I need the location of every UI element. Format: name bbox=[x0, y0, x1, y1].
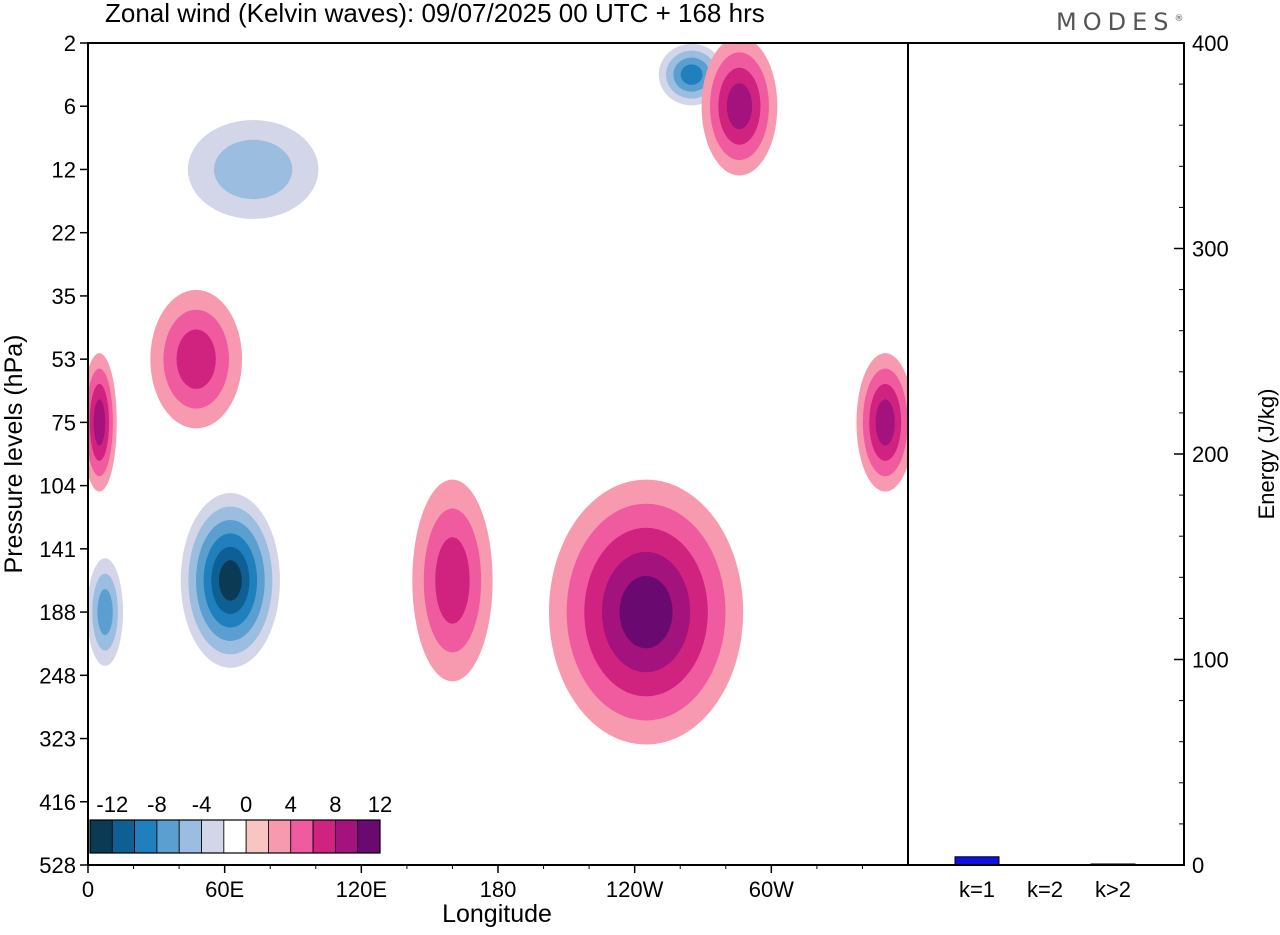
colorbar-swatch bbox=[245, 819, 269, 854]
colorbar: -12 -8 -4 0 4 8 12 bbox=[89, 792, 392, 854]
energy-category-label: k=2 bbox=[1027, 877, 1063, 902]
wind-anomaly-positive-5 bbox=[548, 479, 744, 745]
y-tick-label: 248 bbox=[39, 663, 76, 688]
energy-bar-1 bbox=[954, 856, 1000, 866]
colorbar-swatch bbox=[290, 819, 314, 854]
logo-text: MODES bbox=[1056, 8, 1175, 36]
energy-tick-label: 0 bbox=[1192, 853, 1204, 878]
energy-axis: 0 100 200 300 400 bbox=[1174, 31, 1229, 878]
energy-tick-label: 200 bbox=[1192, 442, 1229, 467]
y-tick-label: 104 bbox=[39, 474, 76, 499]
y-tick-label: 6 bbox=[64, 94, 76, 119]
y-tick-label: 53 bbox=[52, 347, 76, 372]
y-tick-label: 35 bbox=[52, 284, 76, 309]
contour-band bbox=[726, 83, 753, 130]
x-tick-label: 60E bbox=[205, 877, 244, 902]
x-tick-label: 60W bbox=[749, 877, 794, 902]
colorbar-label: -4 bbox=[192, 792, 212, 817]
contour-band bbox=[213, 139, 293, 200]
x-axis-title: Longitude bbox=[442, 900, 552, 928]
colorbar-swatch bbox=[89, 819, 113, 854]
y-tick-label: 75 bbox=[52, 410, 76, 435]
colorbar-label: 4 bbox=[285, 792, 297, 817]
contour-band bbox=[93, 399, 106, 446]
contour-band bbox=[680, 64, 703, 85]
colorbar-swatch bbox=[156, 819, 180, 854]
energy-category-label: k>2 bbox=[1095, 877, 1131, 902]
wind-anomaly-negative-2 bbox=[88, 542, 129, 682]
energy-tick-label: 400 bbox=[1192, 31, 1229, 56]
colorbar-swatch bbox=[334, 819, 359, 854]
colorbar-label: -8 bbox=[147, 792, 167, 817]
energy-tick-label: 100 bbox=[1192, 648, 1229, 673]
contour-band bbox=[97, 589, 113, 636]
y-tick-label: 188 bbox=[39, 600, 76, 625]
y-tick-label: 2 bbox=[64, 31, 76, 56]
wind-anomaly-negative-1 bbox=[173, 479, 288, 682]
y-axis-title: Pressure levels (hPa) bbox=[0, 335, 28, 574]
wind-anomaly-positive-6 bbox=[412, 479, 493, 682]
wind-anomaly-positive-10 bbox=[856, 353, 908, 492]
contour-field bbox=[88, 43, 908, 745]
colorbar-frame bbox=[89, 819, 381, 854]
colorbar-swatch bbox=[357, 819, 381, 854]
colorbar-label: 12 bbox=[368, 792, 392, 817]
colorbar-swatch bbox=[134, 819, 158, 854]
colorbar-label: 8 bbox=[329, 792, 341, 817]
colorbar-swatch bbox=[178, 819, 202, 854]
chart-title: Zonal wind (Kelvin waves): 09/07/2025 00… bbox=[105, 0, 765, 28]
contour-band bbox=[176, 329, 216, 389]
colorbar-swatch bbox=[201, 819, 225, 854]
x-tick-label: 120W bbox=[606, 877, 664, 902]
y-tick-label: 22 bbox=[52, 221, 76, 246]
contour-band bbox=[619, 575, 673, 649]
colorbar-swatch bbox=[111, 819, 136, 854]
modes-logo: MODES® bbox=[1056, 8, 1183, 36]
x-tick-label: 120E bbox=[336, 877, 387, 902]
colorbar-label: 0 bbox=[240, 792, 252, 817]
colorbar-swatch bbox=[312, 819, 336, 854]
wind-anomaly-positive-7 bbox=[88, 353, 117, 492]
colorbar-label: -12 bbox=[96, 792, 128, 817]
y-tick-label: 141 bbox=[39, 537, 76, 562]
y-tick-label: 12 bbox=[52, 157, 76, 182]
x-axis: 0 60E 120E 180 120W 60W bbox=[82, 865, 863, 902]
contour-band bbox=[875, 399, 895, 446]
y-axis: 2 6 12 22 35 53 75 104 141 188 248 323 416 528 bbox=[39, 31, 88, 878]
energy-tick-label: 300 bbox=[1192, 237, 1229, 262]
y-tick-label: 528 bbox=[39, 853, 76, 878]
logo-mark: ® bbox=[1174, 14, 1184, 24]
colorbar-swatch bbox=[268, 819, 292, 854]
wind-anomaly-negative-3 bbox=[161, 100, 345, 239]
wind-anomaly-positive-8 bbox=[150, 289, 243, 429]
colorbar-swatch bbox=[223, 819, 247, 854]
y-tick-label: 416 bbox=[39, 790, 76, 815]
energy-axis-title: Energy (J/kg) bbox=[1254, 389, 1279, 520]
x-tick-label: 0 bbox=[82, 877, 94, 902]
energy-bars: k=1 k=2 k>2 bbox=[954, 856, 1136, 902]
wind-anomaly-positive-9 bbox=[701, 43, 778, 176]
contour-band bbox=[218, 560, 242, 601]
y-tick-label: 323 bbox=[39, 727, 76, 752]
contour-band bbox=[435, 537, 470, 624]
x-tick-label: 180 bbox=[480, 877, 517, 902]
energy-category-label: k=1 bbox=[959, 877, 995, 902]
energy-frame bbox=[907, 42, 1185, 866]
